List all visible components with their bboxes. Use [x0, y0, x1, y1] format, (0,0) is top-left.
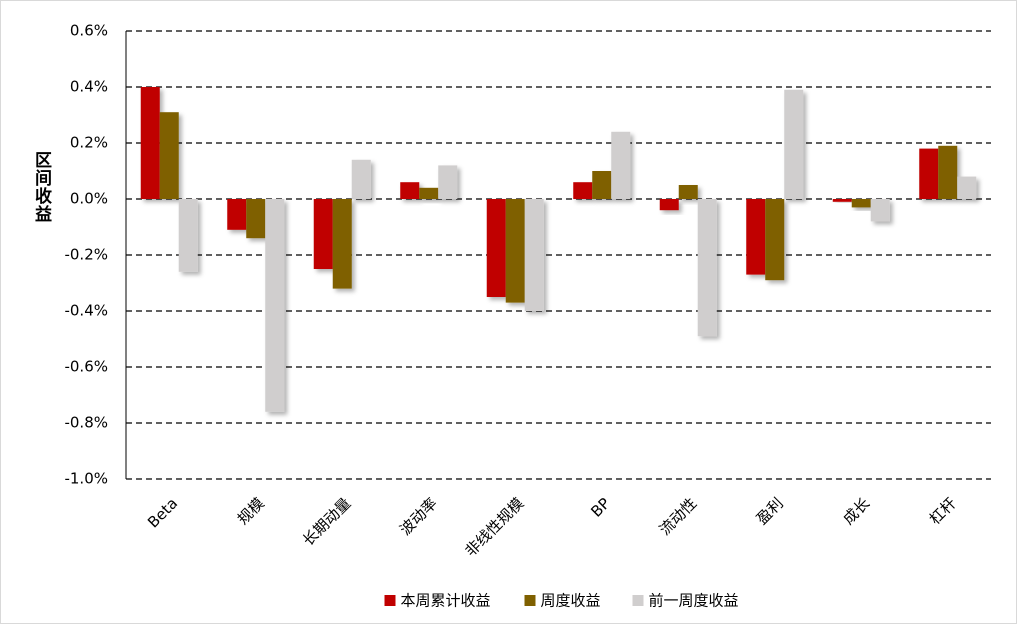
bar	[438, 165, 458, 199]
bar	[659, 199, 679, 211]
x-tick-label: 波动率	[396, 494, 441, 539]
legend-label: 周度收益	[541, 592, 601, 610]
x-tick-label: BP	[587, 494, 613, 520]
y-tick-label: 0.6%	[70, 22, 108, 40]
bar	[870, 199, 890, 222]
bar	[178, 199, 198, 272]
bar	[486, 199, 506, 297]
bar	[765, 199, 785, 281]
y-tick-label: -0.4%	[64, 302, 108, 320]
bar	[678, 185, 698, 199]
bar	[227, 199, 247, 230]
bar	[505, 199, 525, 303]
y-tick-label: 0.2%	[70, 134, 108, 152]
x-tick-label: 规模	[234, 494, 268, 528]
bar	[832, 199, 852, 202]
bar	[592, 171, 612, 199]
bar	[784, 89, 804, 199]
bar	[919, 148, 939, 199]
y-tick-label: -1.0%	[64, 470, 108, 488]
x-tick-label: 盈利	[753, 494, 787, 528]
bar	[851, 199, 871, 208]
x-tick-label: 长期动量	[299, 494, 354, 549]
bar	[140, 87, 160, 199]
y-tick-label: -0.2%	[64, 246, 108, 264]
bar	[697, 199, 717, 337]
bar	[419, 187, 439, 199]
x-tick-label: 杠杆	[926, 494, 960, 528]
y-tick-label: 0.4%	[70, 78, 108, 96]
bar	[400, 182, 420, 199]
bar	[524, 199, 544, 311]
legend-swatch	[524, 595, 536, 606]
y-tick-label: -0.8%	[64, 414, 108, 432]
bar	[159, 112, 179, 199]
bar	[938, 145, 958, 199]
legend-swatch	[632, 595, 644, 606]
bar	[957, 176, 977, 199]
bar	[265, 199, 285, 412]
bar	[332, 199, 352, 289]
x-tick-label: Beta	[144, 494, 181, 531]
legend-label: 本周累计收益	[401, 592, 491, 610]
x-tick-label: 成长	[839, 494, 873, 528]
bar	[611, 131, 631, 199]
y-tick-label: 0.0%	[70, 190, 108, 208]
x-tick-label: 非线性规模	[461, 494, 527, 560]
y-axis-title: 区间收益	[31, 151, 51, 223]
bar	[573, 182, 593, 199]
x-tick-label: 流动性	[656, 494, 701, 539]
bar	[313, 199, 333, 269]
bar	[351, 159, 371, 199]
legend-label: 前一周度收益	[649, 592, 739, 610]
y-tick-label: -0.6%	[64, 358, 108, 376]
bar	[746, 199, 766, 275]
legend-swatch	[384, 595, 396, 606]
bar	[246, 199, 266, 239]
